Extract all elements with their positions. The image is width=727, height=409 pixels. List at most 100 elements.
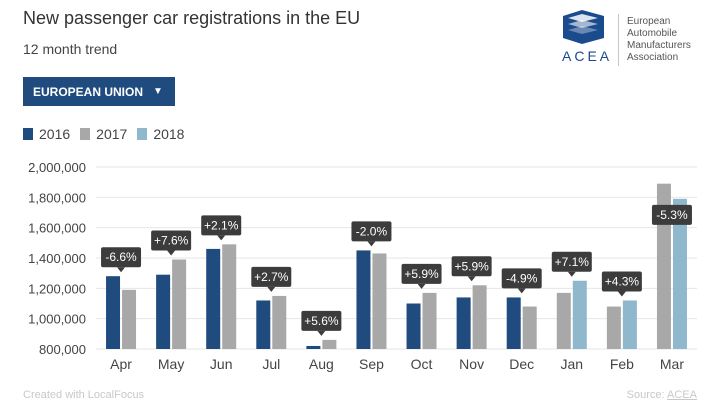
legend-item-2018[interactable]: 2018 [137, 126, 184, 142]
logo-line-2: Automobile [627, 28, 678, 39]
change-label-pointer [317, 330, 326, 336]
bar-2016-Sep [356, 250, 371, 349]
bar-2016-Apr [106, 276, 121, 349]
change-label-May: +7.6% [151, 230, 192, 256]
y-tick-label: 800,000 [39, 342, 86, 357]
change-label-box [301, 310, 342, 331]
change-label-Jul: +2.7% [251, 266, 292, 292]
change-label-text: -4.9% [506, 271, 538, 285]
bar-2017-Dec [522, 306, 537, 349]
bar-2017-Jul [272, 295, 287, 349]
y-tick-label: 1,600,000 [28, 221, 86, 236]
x-tick-label: Sep [359, 356, 384, 372]
change-label-box [501, 268, 542, 289]
change-label-text: +4.3% [605, 274, 640, 288]
x-tick-label: Dec [509, 356, 534, 372]
change-label-box [151, 230, 192, 251]
bar-2016-Oct [406, 303, 421, 349]
legend-item-2016[interactable]: 2016 [23, 126, 70, 142]
x-tick-label: Jun [210, 356, 233, 372]
chevron-down-icon: ▼ [153, 86, 163, 97]
x-tick-label: Apr [110, 356, 132, 372]
y-tick-label: 1,400,000 [28, 251, 86, 266]
change-label-text: -5.3% [656, 208, 688, 222]
legend-label-2018: 2018 [153, 126, 185, 142]
change-label-text: +7.1% [555, 255, 590, 269]
bar-2017-Sep [372, 253, 387, 349]
change-label-Jan: +7.1% [551, 251, 592, 277]
bar-2017-Nov [472, 285, 487, 349]
change-label-Aug: +5.6% [301, 310, 342, 336]
bar-2016-Dec [506, 297, 521, 349]
change-label-text: +5.9% [404, 267, 439, 281]
acea-logo[interactable]: ACEA European Automobile Manufacturers A… [560, 8, 720, 68]
logo-name: ACEA [562, 48, 613, 64]
logo-divider [618, 14, 619, 66]
bar-2017-Aug [322, 339, 337, 349]
source-link[interactable]: ACEA [667, 389, 697, 401]
change-label-Mar: -5.3% [651, 204, 692, 225]
bar-2018-Feb [622, 300, 637, 349]
bar-2017-Feb [606, 306, 621, 349]
x-tick-label: Jan [561, 356, 584, 372]
x-tick-label: Mar [660, 356, 684, 372]
x-tick-label: May [158, 356, 184, 372]
bar-2017-Mar [656, 183, 671, 349]
change-label-pointer [567, 271, 576, 277]
chart-subtitle: 12 month trend [23, 41, 118, 57]
bar-2018-Mar [672, 198, 687, 349]
legend-item-2017[interactable]: 2017 [80, 126, 127, 142]
change-label-box [401, 263, 442, 284]
change-label-box [601, 271, 642, 292]
bar-2018-Jan [572, 280, 587, 349]
logo-text: European Automobile Manufacturers Associ… [627, 16, 691, 64]
chart-title: New passenger car registrations in the E… [23, 8, 361, 28]
change-label-text: +2.1% [204, 218, 239, 232]
y-tick-label: 1,200,000 [28, 281, 86, 296]
acea-logo-icon [563, 10, 604, 44]
bar-2016-Jun [206, 248, 221, 349]
change-label-Jun: +2.1% [201, 215, 242, 241]
change-label-text: -6.6% [105, 250, 137, 264]
chart-legend: 2016 2017 2018 [23, 126, 184, 142]
bar-2017-Oct [422, 292, 437, 349]
x-tick-label: Aug [309, 356, 334, 372]
change-label-text: -2.0% [356, 224, 388, 238]
change-label-pointer [417, 283, 426, 289]
change-label-pointer [367, 241, 376, 247]
legend-swatch-2018 [137, 128, 148, 140]
change-label-pointer [217, 235, 226, 241]
change-label-Nov: +5.9% [451, 256, 492, 282]
change-label-Apr: -6.6% [101, 247, 142, 273]
change-label-box [451, 256, 492, 277]
change-label-Oct: +5.9% [401, 263, 442, 289]
change-label-pointer [267, 286, 276, 292]
y-tick-label: 1,800,000 [28, 190, 86, 205]
footer-created-with: Created with LocalFocus [23, 389, 145, 401]
change-label-Dec: -4.9% [501, 268, 542, 294]
legend-swatch-2017 [80, 128, 91, 140]
change-label-text: +2.7% [254, 270, 289, 284]
change-label-box [101, 247, 142, 268]
region-dropdown[interactable]: EUROPEAN UNION ▼ [23, 77, 175, 106]
bar-2017-Jun [222, 244, 237, 349]
x-tick-label: Oct [411, 356, 433, 372]
legend-swatch-2016 [23, 128, 33, 140]
change-label-text: +5.9% [454, 259, 489, 273]
bar-2017-Jan [556, 292, 571, 349]
source-prefix: Source: [626, 389, 668, 401]
change-label-pointer [517, 288, 526, 294]
bar-2017-Apr [122, 289, 137, 349]
x-tick-label: Jul [262, 356, 280, 372]
change-label-Feb: +4.3% [601, 271, 642, 297]
x-tick-label: Feb [610, 356, 634, 372]
change-label-Sep: -2.0% [351, 221, 392, 247]
change-label-pointer [467, 276, 476, 282]
bar-2016-Aug [306, 345, 321, 349]
change-label-box [651, 204, 692, 225]
x-tick-label: Nov [459, 356, 484, 372]
change-label-pointer [617, 291, 626, 297]
bar-2016-May [156, 274, 171, 349]
change-label-box [201, 215, 242, 236]
